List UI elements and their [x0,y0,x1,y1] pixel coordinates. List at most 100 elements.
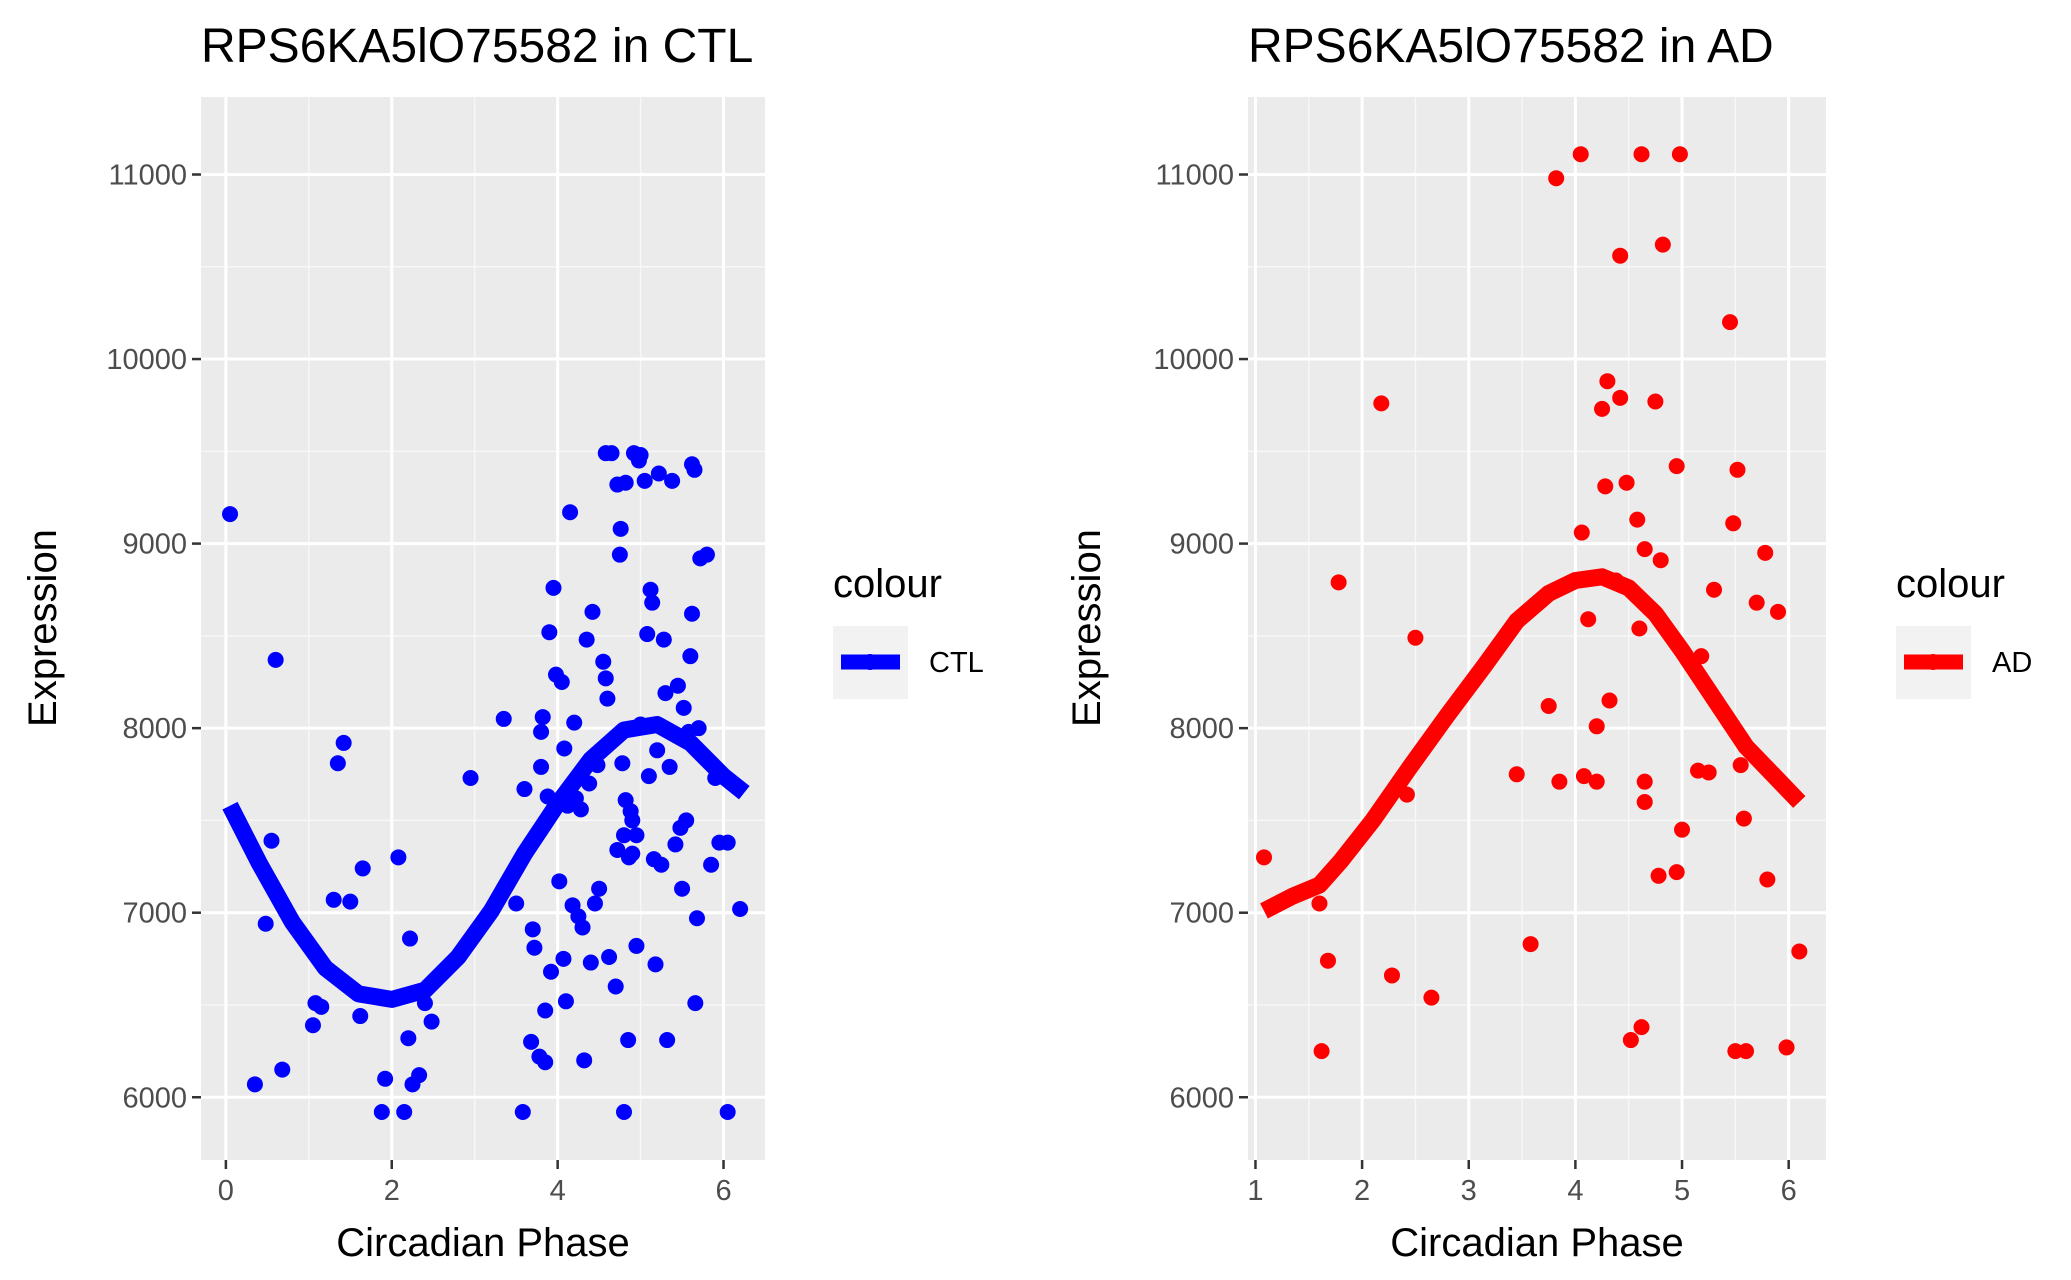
data-point [601,948,618,965]
plot-panel-ctl [201,97,765,1160]
data-point [1612,389,1629,406]
data-point [1612,247,1629,264]
data-point [335,734,352,751]
data-point [1700,764,1717,781]
data-point [644,594,661,611]
data-point [719,1104,736,1121]
data-point [1636,793,1653,810]
data-point [352,1008,369,1025]
legend-label-ctl: CTL [929,647,984,679]
data-point [390,849,407,866]
data-point [1668,864,1685,881]
data-point [423,1013,440,1030]
x-tick-label: 2 [384,1175,400,1207]
data-point [411,1067,428,1084]
data-point [1383,967,1400,984]
data-point [690,720,707,737]
data-point [1588,773,1605,790]
legend-label-ad: AD [1992,647,2032,679]
data-point [1594,400,1611,417]
data-point [1633,146,1650,163]
x-tick-label: 5 [1674,1175,1690,1207]
data-points-ad [1255,146,1808,1060]
data-point [1508,766,1525,783]
data-points-ctl [222,445,749,1121]
data-point [551,873,568,890]
data-point [1330,574,1347,591]
data-point [508,895,525,912]
data-point [620,1032,637,1049]
data-point [516,781,533,798]
data-point [616,827,632,844]
data-point [1597,478,1614,495]
data-point [556,740,573,757]
data-point [664,472,681,489]
legend-ad: colour AD [1896,562,2032,699]
data-point [1671,146,1688,163]
data-point [1522,936,1539,953]
data-point [373,1104,390,1121]
data-point [541,624,558,641]
y-tick-label: 8000 [122,713,187,745]
y-axis-ticks-ctl: 6000 7000 8000 9000 10000 11000 [106,160,201,1114]
data-point [1551,773,1568,790]
data-point [526,939,543,956]
data-point [675,699,692,716]
data-point [688,910,705,927]
data-point [640,768,657,785]
data-point [537,1054,554,1071]
data-point [649,742,666,759]
data-point [582,954,599,971]
data-point [1668,458,1685,475]
data-point [1735,810,1752,827]
panel-ad: RPS6KA5lO75582 in AD 6000 7000 8000 9000 100… [1065,20,2032,1265]
data-point [687,995,704,1012]
chart-title-ad: RPS6KA5lO75582 in AD [1248,20,1774,73]
data-point [304,1017,321,1034]
data-point [1729,461,1746,478]
data-point [462,769,479,786]
data-point [1622,1032,1639,1049]
y-tick-label: 9000 [1169,529,1234,561]
data-point [682,648,699,665]
y-tick-label: 10000 [106,344,187,376]
data-point [609,476,626,493]
data-point [313,998,330,1015]
y-axis-ticks-ad: 6000 7000 8000 9000 10000 11000 [1153,160,1248,1114]
data-point [566,714,583,731]
data-point [1706,581,1723,598]
data-point [732,901,749,918]
data-point [1674,821,1691,838]
data-point [524,921,541,938]
data-point [342,893,359,910]
x-tick-label: 4 [1567,1175,1583,1207]
data-point [1654,236,1671,253]
data-point [257,915,274,932]
data-point [325,891,342,908]
data-point [674,880,691,897]
data-point [1631,620,1648,637]
data-point [1647,393,1664,410]
x-tick-label: 0 [218,1175,234,1207]
grid-ctl [201,97,765,1160]
data-point [545,579,562,596]
data-point [1738,1043,1755,1060]
plot-panel-ad [1248,97,1826,1160]
data-point [624,812,641,829]
data-point [1313,1043,1330,1060]
data-point [354,860,371,877]
data-point [1791,943,1808,960]
legend-ctl: colour CTL [833,562,984,699]
data-point [222,506,239,523]
data-point [274,1061,291,1078]
data-point [562,504,579,521]
data-point [595,653,612,670]
data-point [1722,314,1739,331]
data-point [1633,1019,1650,1036]
data-point [614,755,631,772]
data-point [628,827,645,844]
data-point [1575,768,1592,785]
data-point [543,963,560,980]
y-tick-label: 6000 [1169,1082,1234,1114]
data-point [246,1076,263,1093]
